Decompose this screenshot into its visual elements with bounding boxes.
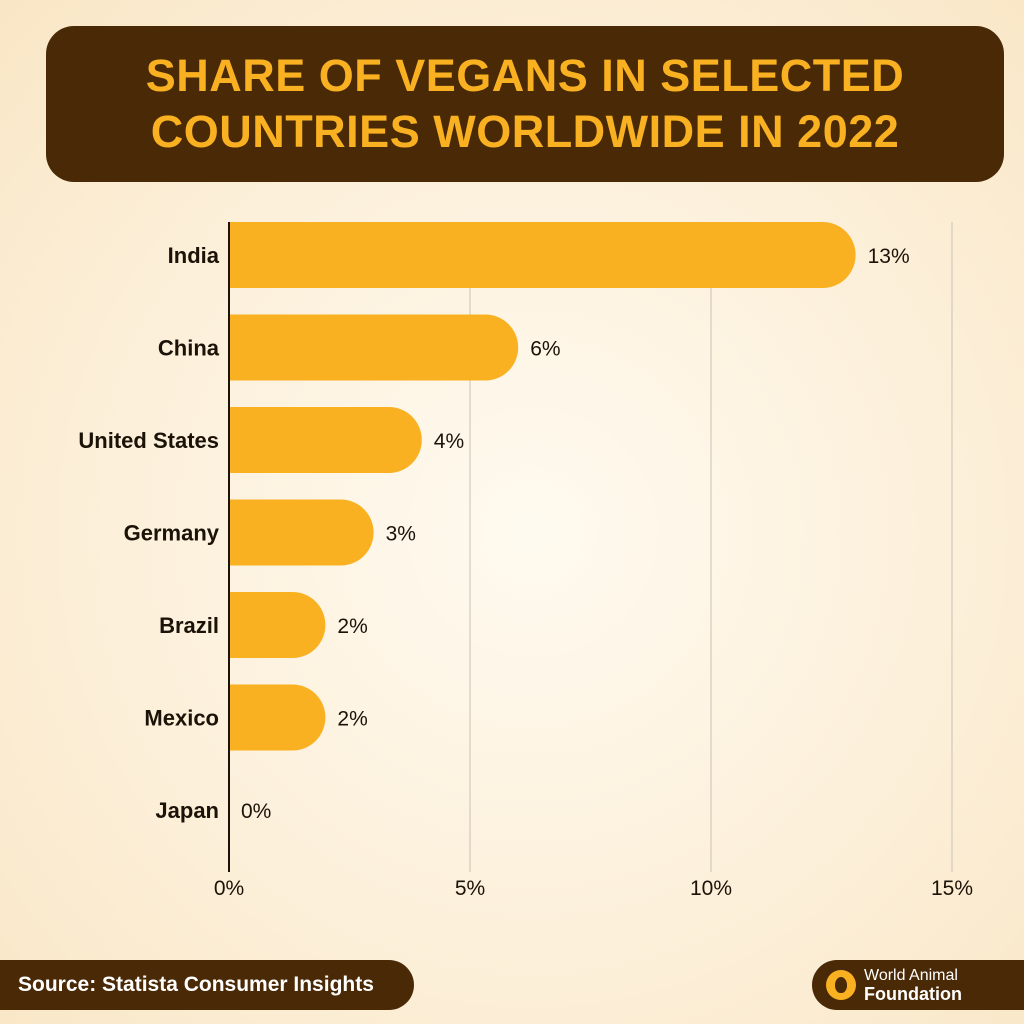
category-label: United States <box>78 428 219 453</box>
category-label: Mexico <box>144 706 219 731</box>
bar <box>229 684 326 751</box>
bar <box>229 222 856 288</box>
value-label: 13% <box>868 245 910 268</box>
category-label: India <box>168 243 220 268</box>
x-tick-label: 0% <box>214 877 244 900</box>
category-label: Brazil <box>159 613 219 638</box>
x-tick-label: 15% <box>931 877 973 900</box>
source-banner: Source: Statista Consumer Insights <box>0 960 414 1010</box>
value-label: 4% <box>434 430 464 453</box>
logo-banner: World Animal Foundation <box>812 960 1024 1010</box>
value-label: 2% <box>337 615 367 638</box>
logo-text: World Animal Foundation <box>864 966 962 1004</box>
bar <box>229 314 519 381</box>
category-label: Germany <box>124 521 220 546</box>
category-label: China <box>158 336 220 361</box>
title-banner: SHARE OF VEGANS IN SELECTED COUNTRIES WO… <box>46 26 1004 182</box>
bar <box>229 407 422 473</box>
logo-line-2: Foundation <box>864 984 962 1004</box>
paw-logo-icon <box>826 970 856 1000</box>
value-label: 3% <box>386 523 416 546</box>
bar <box>229 592 326 658</box>
value-label: 6% <box>530 338 560 361</box>
value-label: 2% <box>337 708 367 731</box>
x-tick-label: 10% <box>690 877 732 900</box>
chart-title: SHARE OF VEGANS IN SELECTED COUNTRIES WO… <box>145 50 905 157</box>
x-tick-label: 5% <box>455 877 485 900</box>
category-label: Japan <box>155 798 219 823</box>
source-text: Source: Statista Consumer Insights <box>18 973 374 996</box>
logo-line-1: World Animal <box>864 967 958 984</box>
bar <box>229 499 374 566</box>
value-label: 0% <box>241 800 271 823</box>
